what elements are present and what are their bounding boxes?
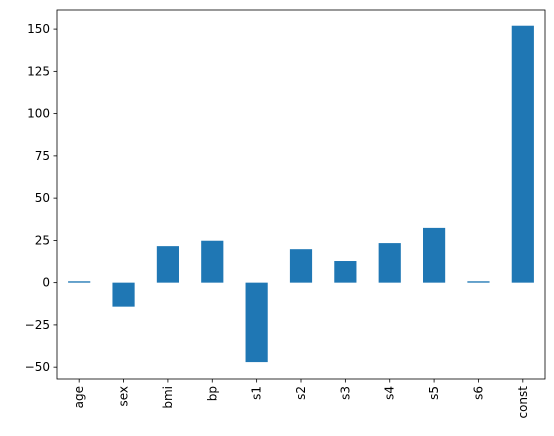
x-tick-label: s6 bbox=[471, 386, 485, 400]
bar-const bbox=[511, 25, 534, 283]
y-tick-label: 75 bbox=[35, 149, 50, 163]
plot-frame bbox=[56, 9, 546, 380]
x-tick-label: bp bbox=[205, 386, 219, 401]
x-axis: age sex bmi bp s1 s2 s3 s4 s5 s6 const bbox=[72, 379, 530, 419]
y-tick-label: 50 bbox=[35, 191, 50, 205]
y-tick-label: −50 bbox=[25, 360, 50, 374]
y-tick-label: 25 bbox=[35, 233, 50, 247]
x-tick-label: age bbox=[72, 386, 86, 408]
y-tick-label: 100 bbox=[27, 107, 50, 121]
y-tick-label: 125 bbox=[27, 64, 50, 78]
bar-s2 bbox=[289, 249, 313, 283]
y-tick-label: −25 bbox=[25, 318, 50, 332]
y-tick-label: 0 bbox=[42, 276, 50, 290]
x-tick-label: s5 bbox=[427, 386, 441, 400]
bar-s3 bbox=[334, 261, 357, 283]
y-axis: −50 −25 0 25 50 75 100 125 150 bbox=[25, 22, 57, 374]
x-tick-label: s4 bbox=[383, 386, 397, 400]
bar-bp bbox=[201, 240, 224, 283]
x-tick-label: sex bbox=[117, 386, 131, 407]
x-tick-label: s1 bbox=[250, 386, 264, 400]
bar-s1 bbox=[245, 282, 268, 363]
bar-s5 bbox=[423, 227, 446, 283]
bar-age bbox=[68, 281, 91, 283]
bar-bmi bbox=[156, 246, 179, 283]
bars-group bbox=[68, 25, 534, 363]
bar-sex bbox=[112, 282, 135, 307]
x-tick-label: s3 bbox=[338, 386, 352, 400]
bar-s4 bbox=[378, 243, 401, 283]
x-tick-label: bmi bbox=[161, 386, 175, 409]
x-tick-label: s2 bbox=[294, 386, 308, 400]
y-tick-label: 150 bbox=[27, 22, 50, 36]
x-tick-label: const bbox=[516, 386, 530, 419]
bar-s6 bbox=[467, 281, 490, 283]
